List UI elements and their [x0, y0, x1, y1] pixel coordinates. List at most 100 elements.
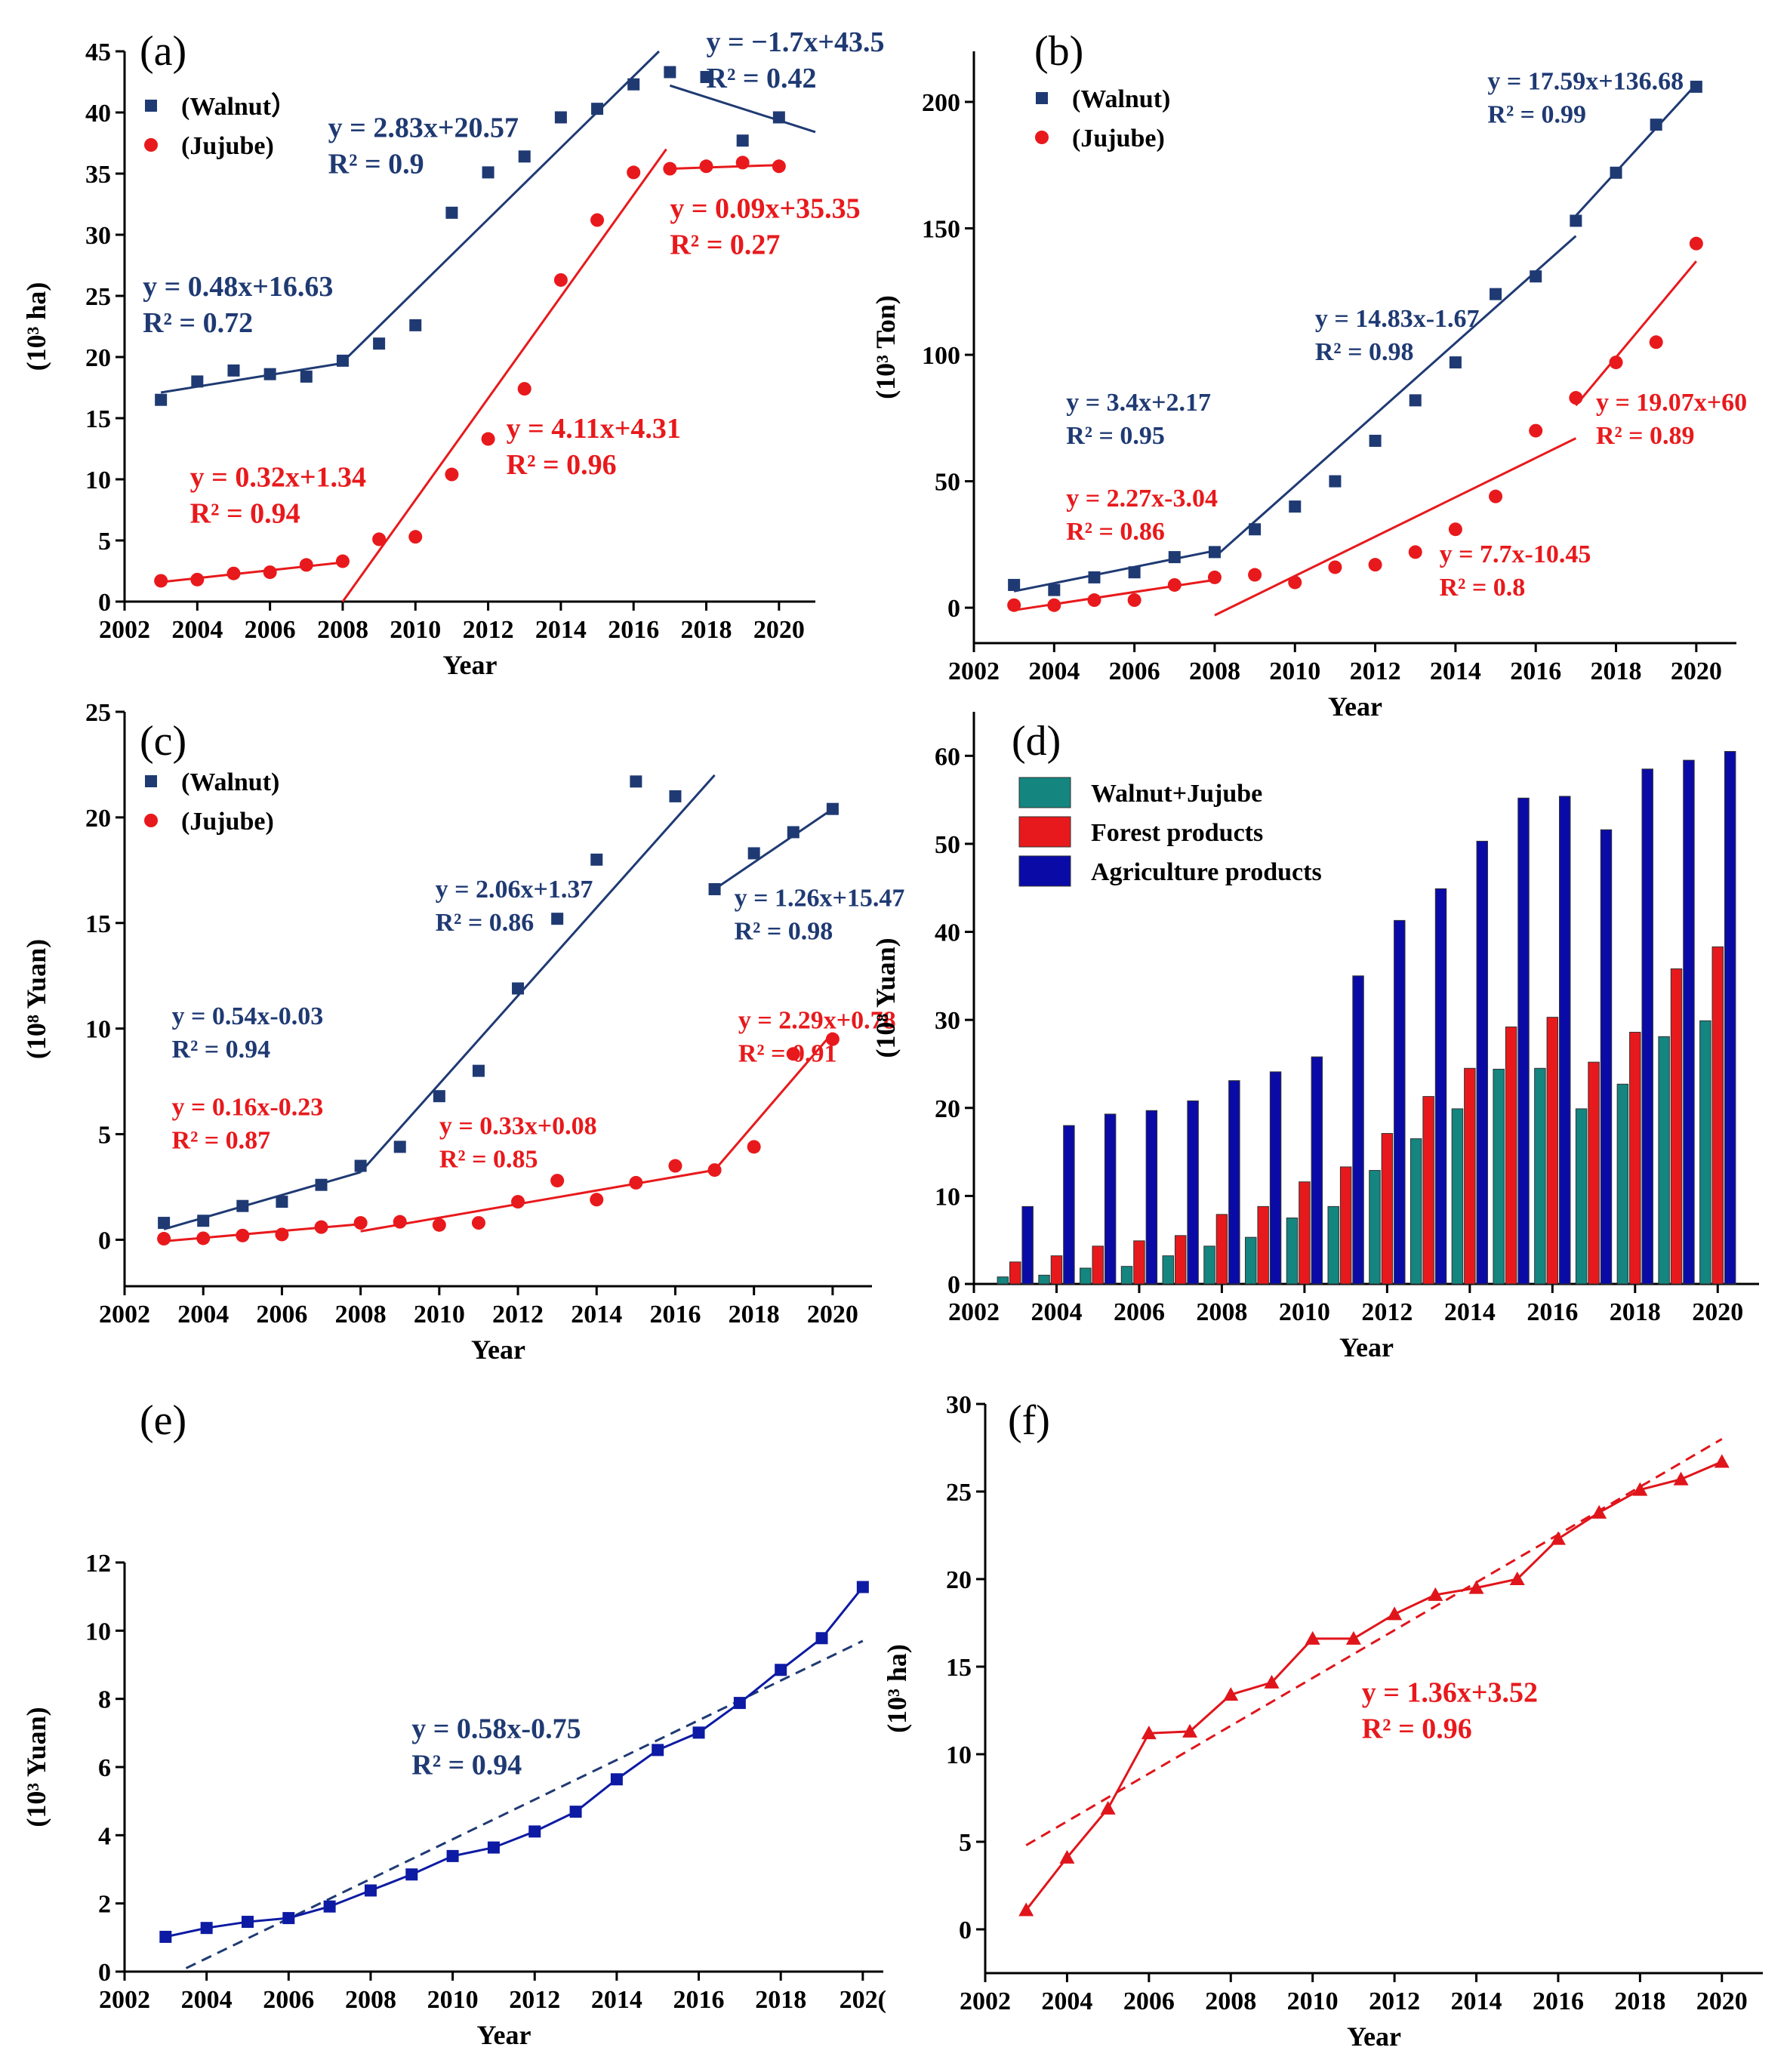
legend-label: (Jujube): [181, 132, 274, 160]
data-point-jujube-2018: [747, 1140, 761, 1154]
fit-line: [341, 50, 660, 363]
equation-label: y = 2.06x+1.37: [436, 876, 593, 904]
data-point-walnut-2013: [1409, 394, 1422, 407]
data-point-jujube-2019: [786, 1047, 800, 1061]
fit-line: [341, 148, 667, 602]
data-point-jujube-2008: [1207, 570, 1222, 584]
data-point-jujube-2012: [511, 1195, 525, 1209]
bar-walnut-jujube-2017: [1575, 1108, 1588, 1285]
data-point-jujube-2013: [550, 1174, 565, 1188]
r-squared-label: R² = 0.87: [172, 1126, 271, 1154]
data-point-jujube-2020: [825, 1032, 840, 1046]
data-point-jujube-2014: [553, 272, 568, 287]
x-axis-title: Year: [443, 650, 498, 680]
x-tick-label: 2020: [1696, 1987, 1748, 2015]
data-point-jujube-2004: [196, 1231, 211, 1245]
legend-swatch: [1018, 855, 1071, 887]
r-squared-label: R² = 0.91: [738, 1040, 837, 1068]
panel-label: (a): [140, 28, 186, 75]
equation-label: y = 0.09x+35.35: [670, 192, 860, 224]
r-squared-label: R² = 0.89: [1596, 422, 1695, 450]
data-point-walnut-2012: [1369, 434, 1382, 447]
bar-agriculture-products-2004: [1063, 1125, 1075, 1285]
data-point-jujube-2005: [1087, 593, 1101, 608]
data-point-f-2017: [1591, 1504, 1607, 1519]
data-point-jujube-2003: [157, 1232, 171, 1246]
data-point-walnut-2013: [518, 150, 531, 163]
equation-label: y = 0.58x-0.75: [411, 1713, 581, 1745]
legend-label: (Jujube): [1072, 125, 1165, 152]
data-point-walnut-2015: [630, 775, 642, 788]
bar-forest-products-2003: [1009, 1261, 1021, 1285]
data-point-jujube-2005: [236, 1228, 250, 1242]
data-point-f-2003: [1018, 1902, 1034, 1917]
equation-label: y = 0.54x-0.03: [172, 1002, 324, 1030]
fit-line: [669, 84, 816, 134]
series-line: [165, 1586, 864, 1938]
legend-marker: [145, 775, 157, 787]
bar-forest-products-2005: [1092, 1245, 1104, 1285]
data-point-jujube-2015: [629, 1175, 643, 1190]
data-point-jujube-2018: [699, 159, 713, 174]
y-tick-label: 200: [922, 89, 960, 117]
data-point-walnut-2015: [591, 103, 604, 115]
data-point-jujube-2003: [154, 574, 168, 588]
data-point-e-2004: [200, 1922, 213, 1935]
data-point-f-2005: [1100, 1800, 1116, 1815]
equation-label: y = 1.36x+3.52: [1362, 1676, 1538, 1708]
bar-forest-products-2012: [1381, 1133, 1394, 1285]
y-tick-label: 45: [85, 38, 111, 66]
x-axis-title: Year: [1339, 1332, 1394, 1362]
x-axis-title: Year: [477, 2020, 531, 2050]
panel-label: (e): [140, 1397, 186, 1444]
legend-swatch: [1018, 816, 1071, 848]
bar-agriculture-products-2006: [1145, 1110, 1158, 1285]
r-squared-label: R² = 0.99: [1487, 100, 1586, 128]
legend-label: Forest products: [1091, 819, 1263, 847]
bar-forest-products-2004: [1050, 1255, 1063, 1285]
x-tick-label: 2010: [427, 1986, 479, 2014]
y-tick-label: 40: [935, 919, 960, 947]
x-tick-label: 2012: [1350, 657, 1401, 685]
bar-walnut-jujube-2003: [997, 1276, 1009, 1285]
data-point-jujube-2005: [226, 566, 241, 580]
data-point-walnut-2009: [393, 1141, 406, 1153]
data-point-jujube-2014: [590, 1193, 604, 1207]
bar-agriculture-products-2007: [1187, 1100, 1199, 1285]
data-point-walnut-2006: [276, 1196, 288, 1208]
data-point-walnut-2009: [1249, 523, 1262, 536]
data-point-walnut-2014: [554, 111, 567, 124]
x-tick-label: 2006: [256, 1301, 307, 1328]
panel-label: (c): [140, 718, 186, 765]
x-tick-label: 2006: [263, 1986, 314, 2014]
x-tick-label: 2004: [177, 1301, 229, 1328]
fit-line: [1025, 1438, 1723, 1846]
bar-walnut-jujube-2013: [1410, 1138, 1422, 1285]
y-tick-label: 15: [85, 405, 111, 433]
data-point-walnut-2003: [155, 393, 168, 406]
y-tick-label: 30: [935, 1007, 960, 1035]
data-point-f-2020: [1714, 1454, 1730, 1468]
data-point-walnut-2012: [512, 982, 525, 995]
data-point-jujube-2008: [353, 1216, 368, 1230]
equation-label: y = −1.7x+43.5: [707, 26, 885, 58]
data-point-walnut-2020: [826, 802, 839, 815]
bar-walnut-jujube-2014: [1451, 1108, 1464, 1285]
data-point-f-2015: [1509, 1572, 1525, 1585]
series-line: [1025, 1461, 1723, 1911]
y-axis-title: (10⁸ Yuan): [21, 939, 51, 1059]
data-point-walnut-2008: [1208, 546, 1221, 559]
x-tick-label: 2016: [1510, 657, 1561, 685]
y-tick-label: 150: [922, 216, 960, 244]
y-tick-label: 10: [85, 1618, 111, 1646]
r-squared-label: R² = 0.72: [143, 307, 253, 339]
data-point-jujube-2011: [471, 1216, 485, 1230]
y-tick-label: 0: [947, 595, 960, 623]
bar-walnut-jujube-2015: [1493, 1068, 1505, 1285]
legend-label: (Jujube): [181, 808, 274, 836]
data-point-jujube-2013: [517, 382, 531, 396]
x-tick-label: 2006: [1123, 1987, 1175, 2015]
fit-line: [160, 362, 344, 394]
data-point-f-2016: [1550, 1531, 1566, 1545]
x-axis-title: Year: [471, 1335, 525, 1365]
